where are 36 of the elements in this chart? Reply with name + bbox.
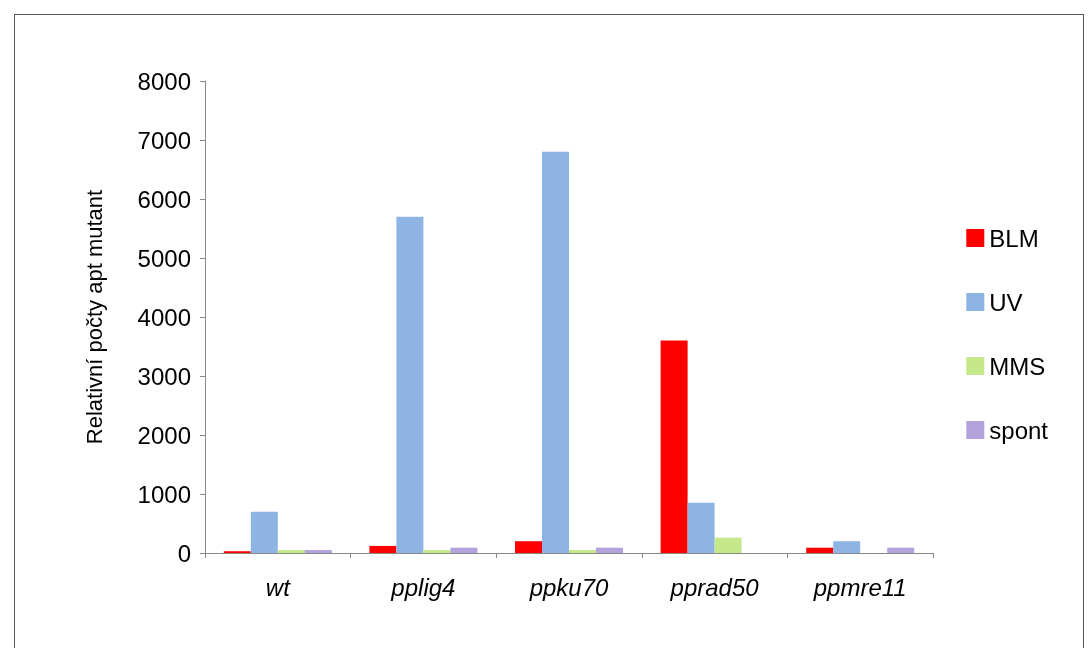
bar [833, 541, 861, 553]
bar [250, 511, 278, 553]
y-tick-label: 7000 [137, 126, 191, 154]
bar [806, 547, 834, 553]
y-axis-title: Relativní počty apt mutant [81, 189, 107, 445]
bar [542, 151, 569, 553]
x-tick-label: ppmre11 [812, 573, 907, 601]
y-tick-label: 5000 [137, 244, 191, 272]
legend-label: spont [989, 416, 1049, 444]
x-tick-label: pplig4 [390, 573, 456, 601]
legend-label: BLM [989, 224, 1039, 252]
bar [714, 537, 742, 553]
bar [369, 545, 397, 553]
x-tick-label: ppku70 [528, 573, 610, 601]
bar [569, 550, 596, 553]
x-tick-label: pprad50 [669, 573, 760, 601]
bar [450, 547, 478, 553]
bar [887, 547, 915, 553]
bar [277, 550, 305, 553]
bar [423, 550, 451, 553]
y-tick-label: 1000 [137, 480, 191, 508]
bar [304, 550, 332, 553]
y-tick-label: 4000 [137, 303, 191, 331]
bar [515, 541, 542, 553]
y-tick-label: 3000 [137, 362, 191, 390]
legend-label: MMS [989, 352, 1046, 380]
y-tick-label: 0 [177, 539, 191, 567]
bar [687, 502, 715, 553]
y-tick-label: 8000 [137, 67, 191, 95]
y-tick-label: 2000 [137, 421, 191, 449]
y-tick-label: 6000 [137, 185, 191, 213]
bar [660, 340, 688, 553]
bar [396, 216, 424, 553]
x-tick-label: wt [265, 573, 292, 601]
legend-label: UV [989, 288, 1023, 316]
bar [596, 547, 623, 553]
